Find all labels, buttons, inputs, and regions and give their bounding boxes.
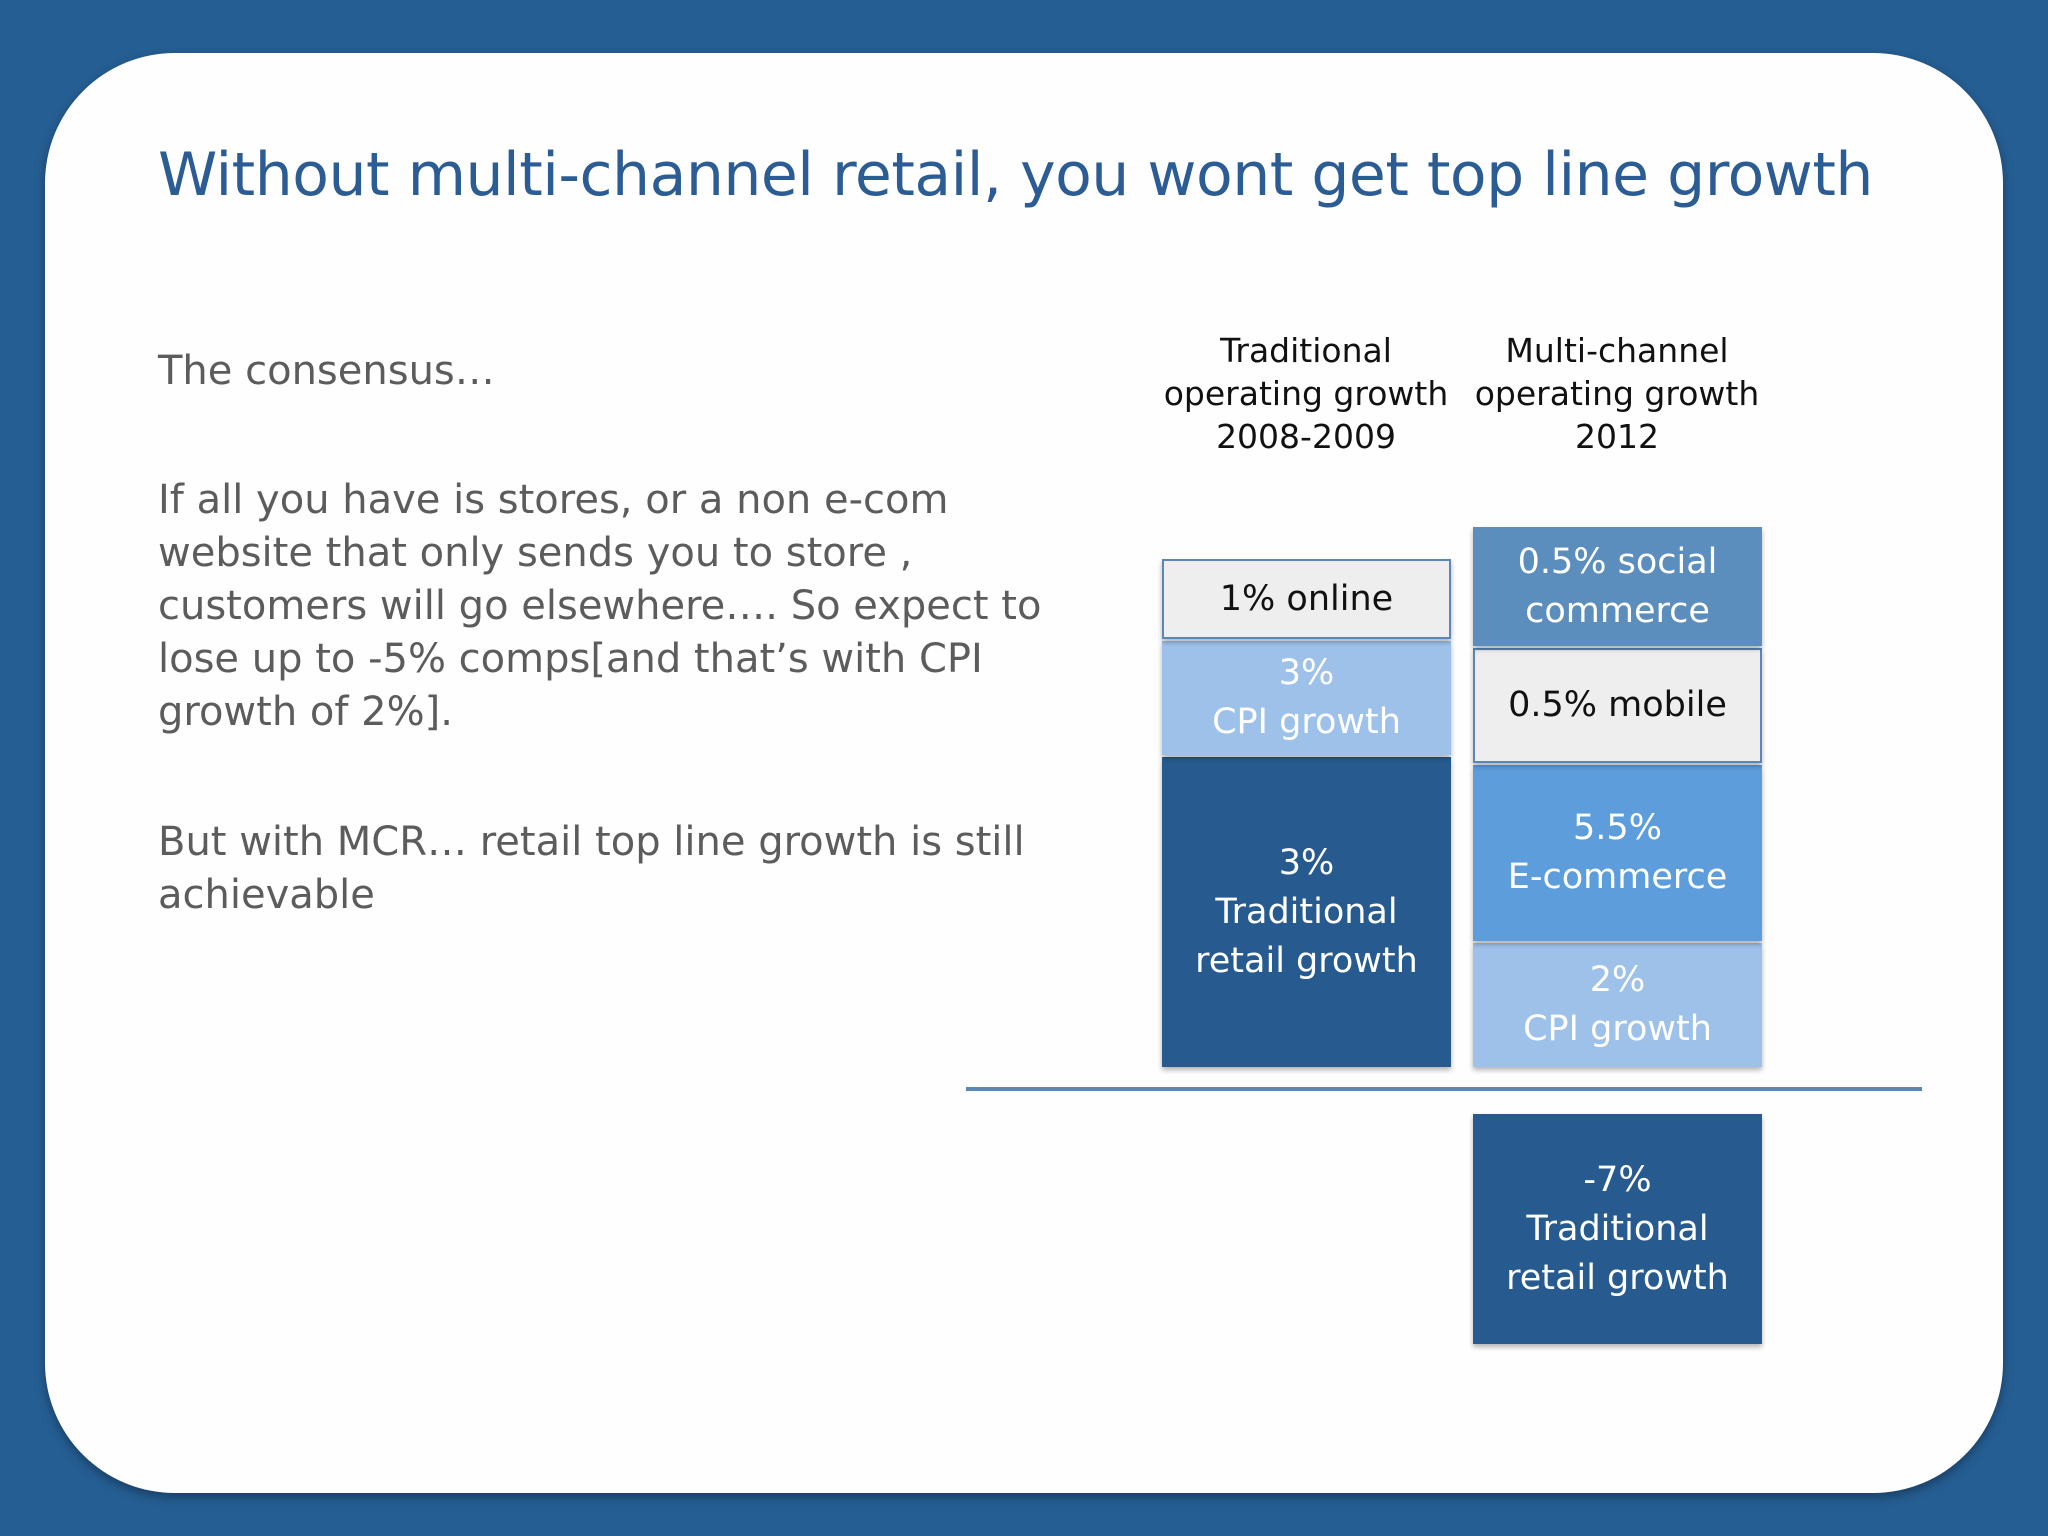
column-header-line: Multi-channel [1505,331,1729,370]
bar-segment-label: 3% CPI growth [1212,649,1401,747]
column-header-line: 2008-2009 [1216,417,1396,456]
bar-segment-label-line: 3% [1278,653,1335,693]
bar-segment-label-line: retail growth [1506,1257,1729,1298]
bar-segment-label-line: 5.5% [1573,808,1662,848]
column-header-line: 2012 [1575,417,1659,456]
bar-segment-label-line: commerce [1525,590,1710,631]
bar-segment-label-line: -7% [1583,1159,1652,1200]
paragraph-stores-only: If all you have is stores, or a non e-co… [158,477,1042,735]
bar-segment-label-line: 0.5% social [1517,541,1718,582]
bar-segment-label: 1% online [1220,575,1393,624]
bar-segment-label-line: 1% online [1219,578,1394,619]
bar-segment-label-line: CPI growth [1212,702,1401,742]
column-header-line: Traditional [1220,331,1392,370]
bar-segment: 1% online [1162,559,1451,639]
bar-segment: 0.5% mobile [1473,648,1762,763]
bar-segment-label-line: retail growth [1195,940,1418,981]
bar-segment-label: 0.5% social commerce [1518,538,1718,636]
bar-segment: 0.5% social commerce [1473,527,1762,646]
column-header-multichannel: Multi-channel operating growth 2012 [1467,329,1767,458]
bar-segment-label: 5.5% E-commerce [1508,804,1728,902]
bar-segment: 5.5% E-commerce [1473,765,1762,941]
bar-segment-label: 3% Traditional retail growth [1195,839,1418,986]
bar-segment-label-line: Traditional [1526,1208,1709,1249]
paragraph-consensus: The consensus… [158,348,495,394]
slide-title: Without multi-channel retail, you wont g… [158,140,1873,210]
bar-segment-label: -7% Traditional retail growth [1506,1156,1729,1303]
bar-segment-label-line: CPI growth [1523,1009,1712,1049]
bar-segment-label-line: 3% [1278,842,1335,883]
column-header-line: operating growth [1163,374,1449,413]
bar-segment: 2% CPI growth [1473,943,1762,1067]
zero-axis-line [966,1087,1922,1091]
bar-segment-label: 2% CPI growth [1523,956,1712,1054]
bar-segment-label-line: 0.5% mobile [1508,685,1727,725]
bar-segment-label-line: E-commerce [1507,857,1728,897]
bar-segment: -7% Traditional retail growth [1473,1114,1762,1344]
column-header-line: operating growth [1474,374,1760,413]
bar-segment: 3% Traditional retail growth [1162,757,1451,1067]
bar-segment-label-line: 2% [1589,960,1646,1000]
paragraph-mcr: But with MCR… retail top line growth is … [158,819,1025,918]
bar-segment-label-line: Traditional [1215,891,1398,932]
bar-segment: 3% CPI growth [1162,641,1451,755]
bar-segment-label: 0.5% mobile [1508,681,1727,730]
column-header-traditional: Traditional operating growth 2008-2009 [1156,329,1456,458]
